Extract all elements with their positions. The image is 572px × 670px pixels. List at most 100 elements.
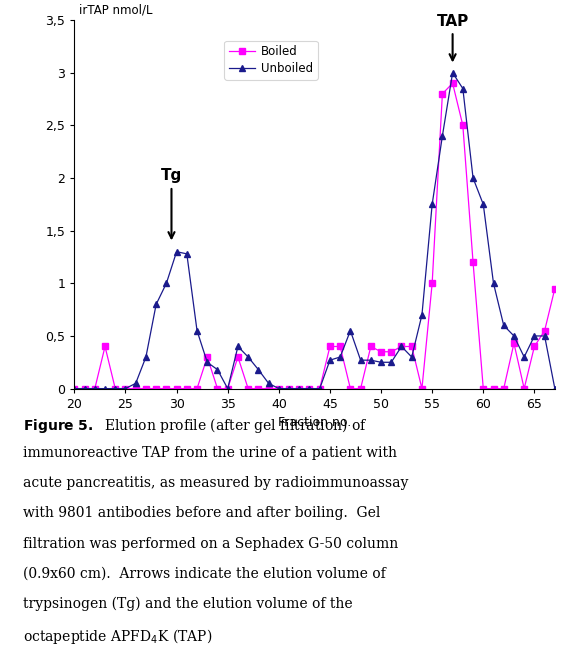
Boiled — [92, 385, 98, 393]
Unboiled — [224, 385, 231, 393]
Boiled — [459, 121, 466, 129]
Boiled — [265, 385, 272, 393]
Boiled — [367, 342, 374, 350]
Unboiled — [378, 358, 384, 366]
Boiled — [142, 385, 149, 393]
Boiled — [388, 348, 395, 356]
Boiled — [204, 353, 210, 361]
Unboiled — [398, 342, 405, 350]
Unboiled — [408, 353, 415, 361]
Unboiled — [357, 356, 364, 364]
Unboiled — [173, 248, 180, 256]
Boiled — [71, 385, 78, 393]
Unboiled — [306, 385, 313, 393]
Boiled — [153, 385, 160, 393]
Text: TAP: TAP — [436, 13, 468, 60]
Boiled — [347, 385, 354, 393]
Unboiled — [439, 132, 446, 140]
Unboiled — [531, 332, 538, 340]
Unboiled — [163, 279, 170, 287]
Unboiled — [480, 200, 487, 208]
Boiled — [173, 385, 180, 393]
Boiled — [235, 353, 241, 361]
Unboiled — [71, 385, 78, 393]
Unboiled — [521, 353, 527, 361]
Boiled — [296, 385, 303, 393]
Boiled — [214, 385, 221, 393]
Boiled — [327, 342, 333, 350]
Unboiled — [81, 385, 88, 393]
Text: (0.9x60 cm).  Arrows indicate the elution volume of: (0.9x60 cm). Arrows indicate the elution… — [23, 567, 386, 580]
Unboiled — [132, 379, 139, 387]
Unboiled — [275, 385, 282, 393]
Unboiled — [347, 327, 354, 335]
Boiled — [122, 385, 129, 393]
Boiled — [224, 385, 231, 393]
Unboiled — [541, 332, 548, 340]
Unboiled — [490, 279, 497, 287]
Unboiled — [204, 358, 210, 366]
Unboiled — [122, 385, 129, 393]
Boiled — [285, 385, 292, 393]
Unboiled — [327, 356, 333, 364]
Unboiled — [102, 385, 109, 393]
Boiled — [245, 385, 252, 393]
Boiled — [398, 342, 405, 350]
Unboiled — [470, 174, 476, 182]
Line: Unboiled: Unboiled — [71, 69, 558, 392]
Boiled — [480, 385, 487, 393]
Boiled — [429, 279, 436, 287]
Unboiled — [459, 84, 466, 92]
Boiled — [378, 348, 384, 356]
Unboiled — [500, 322, 507, 330]
Text: with 9801 antibodies before and after boiling.  Gel: with 9801 antibodies before and after bo… — [23, 507, 380, 521]
Unboiled — [551, 385, 558, 393]
Text: acute pancreatitis, as measured by radioimmunoassay: acute pancreatitis, as measured by radio… — [23, 476, 408, 490]
Unboiled — [511, 332, 518, 340]
Text: octapeptide APFD$_4$K (TAP): octapeptide APFD$_4$K (TAP) — [23, 626, 212, 646]
Boiled — [511, 339, 518, 347]
Boiled — [521, 385, 527, 393]
Boiled — [541, 327, 548, 335]
Unboiled — [153, 300, 160, 308]
Unboiled — [235, 342, 241, 350]
Boiled — [255, 385, 262, 393]
Unboiled — [285, 385, 292, 393]
X-axis label: Fraction no.: Fraction no. — [278, 416, 351, 429]
Unboiled — [388, 358, 395, 366]
Unboiled — [449, 69, 456, 77]
Boiled — [449, 79, 456, 87]
Boiled — [470, 258, 476, 266]
Unboiled — [184, 250, 190, 258]
Legend: Boiled, Unboiled: Boiled, Unboiled — [224, 41, 318, 80]
Unboiled — [296, 385, 303, 393]
Text: $\bf{Figure\ 5.}$  Elution profile (after gel filtration) of: $\bf{Figure\ 5.}$ Elution profile (after… — [23, 416, 367, 436]
Boiled — [163, 385, 170, 393]
Boiled — [439, 90, 446, 98]
Boiled — [500, 385, 507, 393]
Text: immunoreactive TAP from the urine of a patient with: immunoreactive TAP from the urine of a p… — [23, 446, 397, 460]
Boiled — [275, 385, 282, 393]
Unboiled — [193, 327, 200, 335]
Text: irTAP nmol/L: irTAP nmol/L — [79, 3, 153, 16]
Text: filtration was performed on a Sephadex G-50 column: filtration was performed on a Sephadex G… — [23, 537, 398, 551]
Boiled — [112, 385, 118, 393]
Boiled — [337, 342, 344, 350]
Boiled — [306, 385, 313, 393]
Unboiled — [112, 385, 118, 393]
Unboiled — [92, 385, 98, 393]
Boiled — [357, 385, 364, 393]
Unboiled — [337, 353, 344, 361]
Unboiled — [265, 379, 272, 387]
Boiled — [551, 285, 558, 293]
Boiled — [531, 342, 538, 350]
Unboiled — [367, 356, 374, 364]
Unboiled — [316, 385, 323, 393]
Boiled — [316, 385, 323, 393]
Unboiled — [245, 353, 252, 361]
Boiled — [193, 385, 200, 393]
Unboiled — [255, 366, 262, 374]
Boiled — [132, 385, 139, 393]
Boiled — [419, 385, 426, 393]
Text: Tg: Tg — [161, 168, 182, 239]
